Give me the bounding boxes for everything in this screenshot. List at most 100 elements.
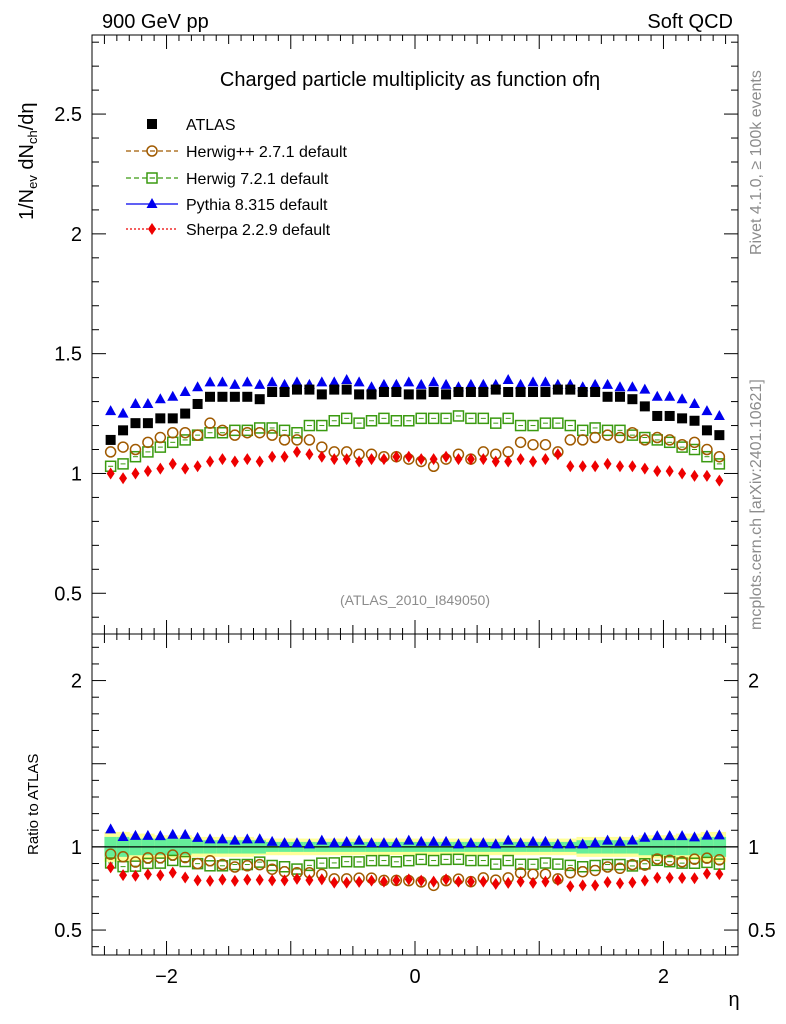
data-point-herwig-7-2-1-default (477, 412, 490, 425)
data-point-sherpa-2-2-9-default (342, 453, 351, 466)
y-tick-label-ratio-right: 2 (748, 671, 759, 693)
data-point-atlas (515, 387, 526, 398)
data-point-pythia-8-315-default (415, 378, 427, 389)
ratio-point-herwig-2-7-1-default (229, 861, 241, 873)
ratio-point-herwig-2-7-1-default (117, 851, 129, 863)
data-point-herwig-2-7-1-default (651, 431, 663, 444)
ratio-point-herwig-2-7-1-default (701, 852, 713, 864)
marker-box (365, 854, 378, 867)
marker-box (514, 419, 527, 432)
data-point-herwig-7-2-1-default (390, 415, 403, 427)
data-point-herwig-7-2-1-default (589, 422, 601, 434)
data-point-herwig-2-7-1-default (316, 441, 328, 453)
data-point-pythia-8-315-default (676, 393, 688, 404)
ratio-point-herwig-2-7-1-default (253, 858, 266, 871)
y-tick-label-ratio-right: 0.5 (748, 920, 776, 942)
marker-box (440, 412, 452, 425)
ratio-point-pythia-8-315-default (204, 833, 216, 844)
data-point-herwig-2-7-1-default (639, 434, 651, 446)
data-point-atlas (503, 387, 514, 398)
ratio-point-pythia-8-315-default (428, 835, 440, 846)
marker-box (477, 854, 490, 867)
marker-box (316, 419, 328, 432)
ratio-point-sherpa-2-2-9-default (429, 875, 438, 888)
data-point-pythia-8-315-default (403, 376, 415, 387)
ratio-point-sherpa-2-2-9-default (591, 879, 600, 892)
axes: −2 0 2 0.5 1 1.5 2 2.5 0.5 0.5 1 1 2 2 (54, 34, 776, 988)
legend-marker (146, 198, 158, 208)
ratio-point-pythia-8-315-default (626, 834, 638, 845)
data-point-herwig-2-7-1-default (229, 429, 241, 441)
legend-marker (148, 223, 156, 235)
data-point-sherpa-2-2-9-default (516, 453, 525, 466)
marker-box (490, 858, 502, 870)
ratio-point-herwig-7-2-1-default (427, 854, 440, 867)
y-tick-label-ratio-left: 0.5 (54, 920, 82, 942)
data-point-herwig-7-2-1-default (465, 412, 477, 425)
data-point-herwig-7-2-1-default (340, 412, 353, 425)
ratio-point-pythia-8-315-default (713, 829, 725, 840)
marker-box (465, 412, 477, 425)
data-point-pythia-8-315-default (117, 407, 129, 418)
data-point-atlas (403, 389, 414, 400)
ratio-point-pythia-8-315-default (254, 833, 266, 844)
legend-entry-sherpa-2-2-9-default: Sherpa 2.2.9 default (126, 222, 331, 239)
data-point-sherpa-2-2-9-default (305, 448, 314, 461)
legend-label: Herwig 7.2.1 default (186, 171, 329, 188)
data-point-sherpa-2-2-9-default (628, 460, 637, 473)
ratio-point-pythia-8-315-default (142, 829, 154, 840)
data-point-herwig-7-2-1-default (639, 431, 651, 444)
ratio-point-pythia-8-315-default (241, 833, 253, 844)
ratio-point-pythia-8-315-default (328, 837, 340, 848)
series-herwig-7-2-1-default (104, 410, 726, 473)
data-point-atlas (453, 387, 464, 398)
ratio-point-sherpa-2-2-9-default (243, 873, 252, 886)
data-point-pythia-8-315-default (105, 405, 117, 416)
x-tick-label: −2 (155, 966, 178, 988)
data-point-pythia-8-315-default (515, 378, 527, 389)
ratio-point-herwig-2-7-1-default (154, 851, 167, 864)
marker-box (688, 857, 701, 870)
marker-box (253, 422, 266, 434)
ratio-point-sherpa-2-2-9-default (168, 866, 177, 879)
data-point-sherpa-2-2-9-default (566, 460, 575, 473)
data-point-herwig-7-2-1-default (502, 412, 514, 425)
data-point-atlas (267, 387, 278, 398)
ratio-point-sherpa-2-2-9-default (355, 875, 364, 888)
ratio-point-pythia-8-315-default (216, 833, 228, 844)
marker-box (291, 426, 303, 439)
ratio-point-herwig-2-7-1-default (589, 864, 601, 877)
data-point-pythia-8-315-default (142, 397, 154, 408)
data-point-herwig-7-2-1-default (154, 441, 167, 453)
data-point-atlas (478, 387, 489, 398)
data-point-herwig-7-2-1-default (564, 419, 577, 432)
ratio-point-herwig-7-2-1-default (502, 854, 514, 867)
ratio-point-herwig-2-7-1-default (216, 858, 229, 871)
ratio-point-herwig-7-2-1-default (266, 859, 278, 872)
data-point-pythia-8-315-default (366, 381, 378, 392)
data-point-herwig-7-2-1-default (626, 429, 639, 441)
ratio-point-herwig-2-7-1-default (626, 858, 639, 871)
y-tick-label-main: 1 (71, 463, 82, 485)
ratio-point-sherpa-2-2-9-default (218, 873, 227, 886)
data-point-pythia-8-315-default (266, 376, 278, 387)
data-point-herwig-2-7-1-default (576, 434, 589, 446)
ratio-point-pythia-8-315-default (316, 834, 328, 845)
data-point-sherpa-2-2-9-default (243, 453, 252, 466)
ratio-point-pythia-8-315-default (291, 837, 303, 848)
data-point-herwig-2-7-1-default (701, 443, 713, 456)
data-point-herwig-7-2-1-default (514, 419, 527, 432)
marker-box (328, 415, 340, 427)
marker-box (589, 859, 601, 872)
ratio-point-herwig-2-7-1-default (204, 855, 216, 867)
data-point-atlas (540, 387, 551, 398)
data-point-atlas (677, 413, 688, 424)
ratio-point-pythia-8-315-default (701, 829, 713, 840)
ratio-point-herwig-2-7-1-default (576, 865, 589, 878)
ratio-point-herwig-7-2-1-default (340, 855, 353, 868)
data-point-atlas (602, 391, 613, 402)
data-point-herwig-7-2-1-default (353, 417, 365, 429)
data-point-pythia-8-315-default (589, 378, 601, 389)
data-point-herwig-2-7-1-default (216, 424, 229, 437)
